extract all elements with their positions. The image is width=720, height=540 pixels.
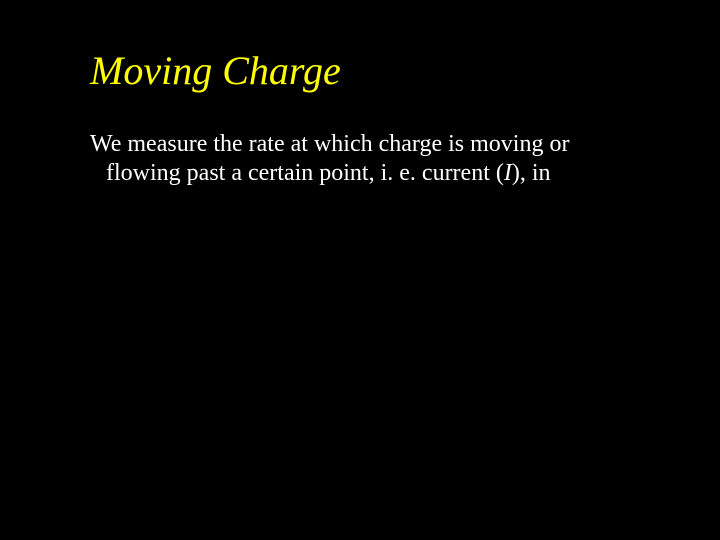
current-symbol: I: [504, 160, 512, 186]
body-text-part2: ), in: [512, 160, 551, 186]
slide: Moving Charge We measure the rate at whi…: [0, 0, 720, 540]
slide-title: Moving Charge: [90, 48, 650, 94]
body-text-part1: We measure the rate at which charge is m…: [90, 131, 569, 186]
slide-body: We measure the rate at which charge is m…: [106, 130, 650, 188]
